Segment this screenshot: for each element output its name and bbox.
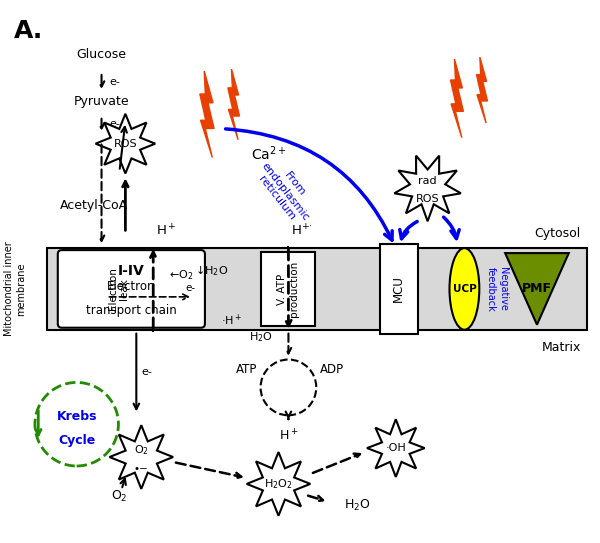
Polygon shape [95,114,155,174]
FancyArrowPatch shape [443,217,459,238]
Text: e-: e- [186,283,196,293]
Text: Matrix: Matrix [541,341,581,354]
Text: H$^{+·}$: H$^{+·}$ [292,223,313,238]
Text: Electron: Electron [107,280,155,293]
Text: ROS: ROS [113,138,137,149]
Text: ADP: ADP [320,363,344,376]
Text: transport chain: transport chain [86,304,177,317]
Ellipse shape [449,248,479,330]
Polygon shape [505,253,569,325]
Text: Electron
leak: Electron leak [107,268,129,311]
Text: ·H$^+$: ·H$^+$ [221,313,242,329]
Text: ←O$_2$: ←O$_2$ [169,268,193,282]
Text: rad: rad [418,176,437,186]
Text: H$_2$O$_2$: H$_2$O$_2$ [264,477,293,491]
Text: Ca$^{2+}$: Ca$^{2+}$ [251,144,286,163]
Text: UCP: UCP [452,284,476,294]
Bar [260,252,315,326]
Text: H$_2$O: H$_2$O [248,330,272,344]
FancyArrowPatch shape [400,222,417,239]
Text: Negative
feedback: Negative feedback [486,267,508,311]
Bar [380,244,418,334]
Text: O$_2$: O$_2$ [134,443,149,457]
FancyArrowPatch shape [226,129,392,240]
Text: MCU: MCU [392,275,405,302]
Text: e-: e- [109,77,121,87]
Polygon shape [200,71,214,157]
Text: ·OH: ·OH [385,443,406,453]
Text: ATP: ATP [236,363,257,376]
Polygon shape [394,156,461,221]
Text: H$^+$: H$^+$ [278,428,298,444]
Polygon shape [228,69,239,140]
Text: Cytosol: Cytosol [535,226,581,239]
Text: Glucose: Glucose [77,48,127,61]
Text: I-IV: I-IV [118,264,145,278]
Text: Acetyl-CoA: Acetyl-CoA [60,199,128,212]
Text: Pyruvate: Pyruvate [74,96,130,109]
Text: Krebs: Krebs [56,410,97,423]
Text: PMF: PMF [522,282,552,295]
Bar [47,248,587,330]
Polygon shape [451,59,463,138]
Text: e-: e- [109,119,121,129]
Text: ↓H$_2$O: ↓H$_2$O [195,263,228,279]
Text: ROS: ROS [416,194,439,204]
Text: H$^+$: H$^+$ [156,223,177,238]
Text: e-: e- [141,368,152,377]
FancyBboxPatch shape [58,250,205,328]
Text: A.: A. [14,20,43,43]
Text: Mitochondrial inner
membrane: Mitochondrial inner membrane [4,242,26,336]
Polygon shape [247,452,310,516]
Text: •−: •− [134,464,149,474]
Text: H$_2$O: H$_2$O [344,498,371,513]
Text: O$_2$: O$_2$ [111,489,128,504]
Text: Cycle: Cycle [58,434,95,447]
Text: From
endoplasmic
reticulum: From endoplasmic reticulum [251,153,320,230]
Polygon shape [109,425,173,489]
Polygon shape [476,57,487,123]
Text: V. ATP
production: V. ATP production [277,261,299,317]
Polygon shape [367,419,425,477]
